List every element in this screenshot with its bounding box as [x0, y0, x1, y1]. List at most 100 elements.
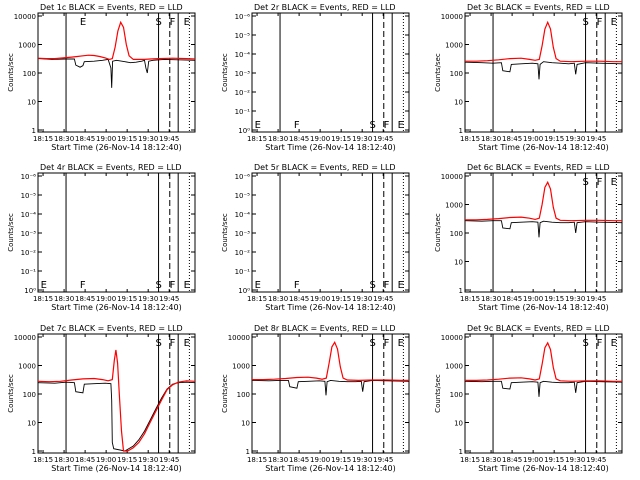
y-axis-label: Counts/sec — [7, 213, 15, 252]
x-tick-label: 19:15 — [331, 135, 351, 143]
y-tick-label: 10 — [454, 99, 463, 107]
y-axis-label: Counts/sec — [434, 374, 442, 413]
attenuator-state-label: F — [597, 177, 603, 188]
y-tick-label: 100 — [450, 391, 463, 399]
y-tick-label: 1 — [32, 448, 36, 456]
chart-title: Det 9c BLACK = Events, RED = LLD — [467, 324, 610, 333]
plot-frame — [464, 12, 623, 133]
x-tick-label: 19:30 — [565, 295, 585, 303]
x-tick-label: 19:00 — [310, 295, 330, 303]
x-tick-label: 18:45 — [502, 456, 522, 464]
attenuator-state-label: S — [370, 120, 376, 131]
x-tick-label: 18:30 — [481, 295, 501, 303]
x-tick-label: 18:45 — [289, 135, 309, 143]
y-axis-label: Counts/sec — [434, 213, 442, 252]
x-axis-label: Start Time (26-Nov-14 18:12:40) — [51, 464, 181, 473]
y-tick-label: 1000 — [445, 363, 463, 371]
x-tick-label: 19:00 — [523, 135, 543, 143]
attenuator-state-label: F — [170, 280, 176, 291]
y-tick-label: 10⁻¹ — [235, 108, 251, 116]
x-tick-label: 19:30 — [138, 456, 158, 464]
attenuator-state-label: E — [398, 120, 404, 131]
x-tick-label: 19:00 — [310, 456, 330, 464]
x-tick-label: 18:15 — [247, 295, 267, 303]
y-tick-label: 1 — [459, 127, 463, 135]
x-tick-label: 19:30 — [352, 456, 372, 464]
y-tick-label: 10⁻⁶ — [235, 173, 251, 181]
attenuator-state-label: S — [156, 17, 162, 28]
chart-title: Det 7c BLACK = Events, RED = LLD — [40, 324, 183, 333]
y-tick-label: 100 — [450, 230, 463, 238]
attenuator-state-label: F — [384, 280, 390, 291]
x-tick-label: 19:45 — [586, 295, 606, 303]
x-tick-label: 19:45 — [159, 135, 179, 143]
x-tick-label: 18:30 — [54, 295, 74, 303]
x-tick-label: 18:45 — [75, 135, 95, 143]
x-tick-label: 19:45 — [159, 295, 179, 303]
series-lld-line — [252, 340, 409, 382]
y-tick-label: 10000 — [441, 173, 463, 181]
attenuator-state-label: S — [583, 338, 589, 349]
x-tick-label: 19:15 — [331, 456, 351, 464]
chart-title: Det 6c BLACK = Events, RED = LLD — [467, 163, 610, 172]
x-tick-label: 18:15 — [33, 295, 53, 303]
x-axis-label: Start Time (26-Nov-14 18:12:40) — [478, 303, 608, 312]
attenuator-state-label: S — [370, 280, 376, 291]
series-events-line — [37, 58, 196, 88]
x-tick-label: 19:15 — [117, 295, 137, 303]
x-tick-label: 18:15 — [33, 456, 53, 464]
attenuator-state-label: S — [156, 280, 162, 291]
y-tick-label: 10 — [454, 259, 463, 267]
x-tick-label: 18:15 — [247, 456, 267, 464]
attenuator-state-label: F — [597, 338, 603, 349]
x-axis-label: Start Time (26-Nov-14 18:12:40) — [265, 143, 395, 152]
y-tick-label: 1 — [246, 448, 250, 456]
x-tick-label: 19:15 — [117, 456, 137, 464]
y-tick-label: 10000 — [14, 334, 36, 342]
plot-frame — [37, 12, 196, 133]
y-tick-label: 1000 — [445, 202, 463, 210]
attenuator-state-label: F — [80, 280, 86, 291]
x-tick-label: 18:30 — [268, 295, 288, 303]
attenuator-state-label: F — [384, 338, 390, 349]
x-axis-label: Start Time (26-Nov-14 18:12:40) — [265, 464, 395, 473]
y-axis-label: Counts/sec — [434, 53, 442, 92]
x-axis-label: Start Time (26-Nov-14 18:12:40) — [51, 143, 181, 152]
y-tick-label: 1000 — [232, 363, 250, 371]
x-tick-label: 19:30 — [352, 295, 372, 303]
attenuator-state-label: E — [184, 338, 190, 349]
x-tick-label: 19:00 — [96, 295, 116, 303]
y-tick-label: 10⁻⁵ — [21, 192, 37, 200]
x-tick-label: 18:45 — [75, 295, 95, 303]
x-axis-label: Start Time (26-Nov-14 18:12:40) — [265, 303, 395, 312]
attenuator-state-label: E — [184, 17, 190, 28]
y-tick-label: 10⁻² — [235, 89, 251, 97]
x-tick-label: 19:00 — [523, 295, 543, 303]
x-tick-label: 19:30 — [138, 135, 158, 143]
y-tick-label: 1 — [32, 127, 36, 135]
attenuator-state-label: F — [170, 338, 176, 349]
y-tick-label: 1000 — [18, 42, 36, 50]
series-events-line — [464, 220, 623, 238]
y-tick-label: 10⁰ — [238, 127, 250, 135]
y-tick-label: 10⁰ — [24, 287, 36, 295]
attenuator-state-label: E — [398, 338, 404, 349]
y-tick-label: 1000 — [18, 363, 36, 371]
x-tick-label: 18:30 — [481, 135, 501, 143]
x-tick-label: 19:15 — [544, 135, 564, 143]
series-lld-line — [465, 20, 622, 63]
x-tick-label: 18:30 — [54, 456, 74, 464]
y-tick-label: 10⁻⁶ — [235, 13, 251, 21]
series-events-line — [464, 61, 623, 80]
x-tick-label: 19:00 — [96, 456, 116, 464]
chart-title: Det 4r BLACK = Events, RED = LLD — [40, 163, 182, 172]
plot-frame — [464, 172, 623, 293]
series-lld-line — [465, 341, 622, 382]
